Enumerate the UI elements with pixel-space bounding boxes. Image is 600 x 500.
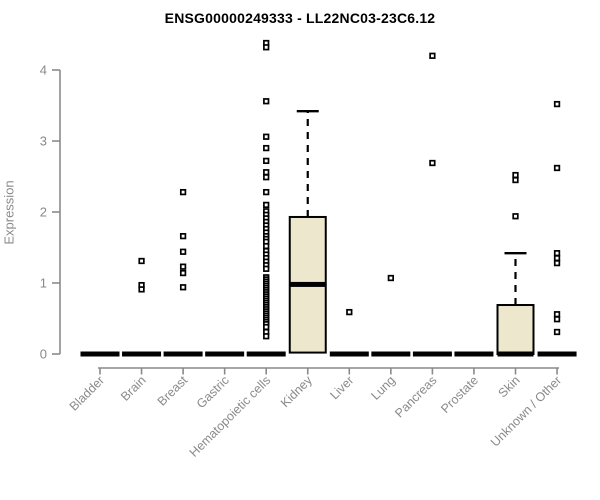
y-tick-label: 1 xyxy=(40,276,47,291)
outlier-point xyxy=(263,201,270,209)
median-bar xyxy=(412,351,452,357)
median-bar xyxy=(246,351,286,357)
median-bar xyxy=(122,351,162,357)
y-tick-label: 0 xyxy=(40,347,47,362)
outlier-point xyxy=(263,98,270,105)
x-tick-label: Lung xyxy=(368,373,398,403)
outlier-point xyxy=(553,316,561,323)
outlier-point xyxy=(263,157,270,165)
outlier-point xyxy=(553,250,561,257)
median-bar xyxy=(537,351,577,357)
outlier-point xyxy=(263,174,270,181)
x-tick-label: Breast xyxy=(155,373,191,409)
median-bar xyxy=(163,351,203,357)
x-tick-label: Unknown / Other xyxy=(488,373,564,449)
outlier-point xyxy=(553,164,561,172)
outlier-point xyxy=(263,242,270,250)
outlier-point xyxy=(553,311,561,318)
outlier-point xyxy=(138,257,145,265)
median-bar xyxy=(497,351,534,357)
median-bar xyxy=(454,351,494,357)
outlier-point xyxy=(179,263,187,270)
y-tick-label: 4 xyxy=(40,63,47,78)
outlier-point xyxy=(179,284,187,291)
outlier-point xyxy=(263,265,270,272)
x-tick-label: Hematopoietic cells xyxy=(187,373,274,460)
x-tick-label: Gastric xyxy=(194,373,232,411)
median-bar xyxy=(205,351,245,357)
outlier-point xyxy=(553,255,561,262)
x-tick-label: Liver xyxy=(327,373,356,402)
chart-title: ENSG00000249333 - LL22NC03-23C6.12 xyxy=(164,10,436,26)
y-tick-label: 2 xyxy=(40,205,47,220)
x-tick-label: Kidney xyxy=(278,373,315,410)
outlier-point xyxy=(553,100,561,108)
outlier-point xyxy=(263,169,270,176)
median-bar xyxy=(329,351,369,357)
y-tick-label: 3 xyxy=(40,134,47,149)
outlier-point xyxy=(553,328,561,336)
outlier-point xyxy=(263,188,270,196)
outlier-point xyxy=(512,171,519,179)
outlier-point xyxy=(138,286,145,293)
outlier-point xyxy=(429,159,436,167)
outlier-point xyxy=(263,333,270,340)
outlier-point xyxy=(263,144,270,152)
outlier-point xyxy=(553,259,561,267)
x-tick-label: Brain xyxy=(118,373,149,404)
outlier-point xyxy=(263,323,270,331)
box-Skin xyxy=(496,304,535,356)
outlier-point xyxy=(512,213,519,220)
x-tick-label: Bladder xyxy=(67,373,107,413)
outlier-point xyxy=(346,308,353,316)
median-bar xyxy=(289,281,326,287)
x-tick-label: Prostate xyxy=(438,373,481,416)
outlier-point xyxy=(263,133,270,140)
outlier-point xyxy=(179,232,187,240)
outlier-point xyxy=(512,176,519,184)
outlier-point xyxy=(429,52,436,59)
outlier-point xyxy=(387,274,394,282)
outlier-point xyxy=(179,269,187,277)
x-tick-label: Pancreas xyxy=(392,373,439,420)
median-bar xyxy=(80,351,120,357)
x-tick-label: Skin xyxy=(496,373,523,400)
outlier-point xyxy=(179,248,187,255)
median-bar xyxy=(371,351,411,357)
outlier-point xyxy=(263,44,270,51)
outlier-point xyxy=(179,188,187,196)
